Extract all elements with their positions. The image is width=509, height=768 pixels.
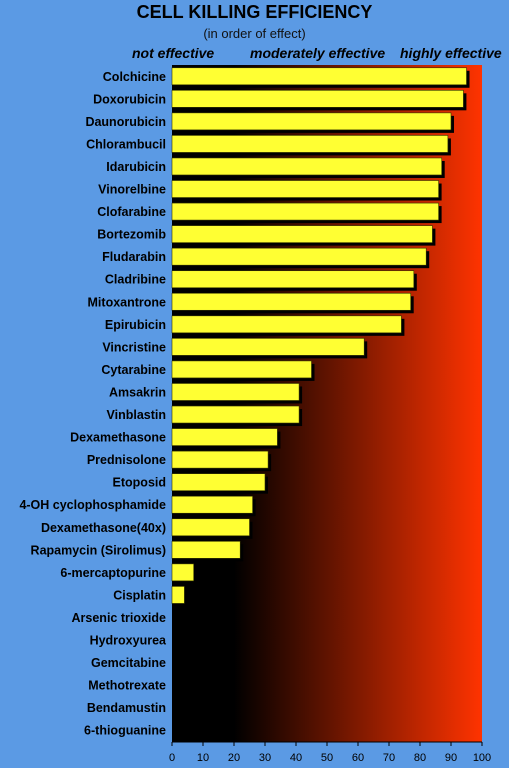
category-label: Mitoxantrone [88,295,167,309]
category-label: Gemcitabine [91,656,166,670]
bar [171,67,467,86]
x-tick-label: 10 [197,752,209,764]
bar [171,495,253,514]
category-label: 6-thioguanine [84,724,166,738]
category-label: Dexamethasone [70,431,166,445]
scale-label-moderately-effective: moderately effective [250,45,386,61]
bar [171,405,300,424]
category-label: Epirubicin [105,318,166,332]
scale-label-highly-effective: highly effective [400,45,502,61]
x-tick-label: 50 [321,752,333,764]
x-tick-label: 60 [352,752,364,764]
bar [171,180,439,198]
chart-subtitle: (in order of effect) [203,26,306,41]
x-tick-label: 80 [414,752,426,764]
category-label: Cisplatin [113,588,166,602]
category-labels: Colchicine Doxorubicin Daunorubicin Chloram… [19,70,167,738]
x-tick-label: 30 [259,752,271,764]
category-label: Prednisolone [87,453,166,467]
bar [171,450,269,469]
category-label: Colchicine [103,70,166,84]
x-tick-label: 20 [228,752,240,764]
category-label: Hydroxyurea [90,634,167,648]
bar [171,315,402,334]
bar [171,383,300,401]
category-label: Cladribine [105,273,166,287]
chart-title: CELL KILLING EFFICIENCY [136,2,373,22]
x-axis-ticks: 0 10 20 30 40 50 60 70 80 90 100 [169,741,491,764]
bars-layer [171,67,470,607]
bar [171,90,464,108]
category-label: Etoposid [113,476,166,490]
category-label: Dexamethasone(40x) [41,521,166,535]
bar [171,338,365,356]
bar [171,360,312,379]
x-tick-label: 100 [473,752,491,764]
category-label: Vincristine [102,340,166,354]
bar [171,518,250,537]
category-label: Arsenic trioxide [72,611,167,625]
category-label: Bortezomib [97,228,166,242]
category-label: Fludarabin [102,250,166,264]
bar [171,270,415,289]
x-tick-label: 40 [290,752,302,764]
bar [171,225,433,243]
category-label: Cytarabine [101,363,166,377]
category-label: Clofarabine [97,205,166,219]
scale-label-not-effective: not effective [132,45,215,61]
bar [171,112,452,131]
category-label: Chlorambucil [86,137,166,151]
category-label: Daunorubicin [85,115,166,129]
x-tick-label: 70 [383,752,395,764]
category-label: Vinorelbine [98,183,166,197]
category-label: Methotrexate [88,679,166,693]
category-label: Rapamycin (Sirolimus) [31,543,166,557]
bar [171,473,266,491]
bar [171,157,443,176]
bar [171,541,241,559]
bar [171,586,185,604]
category-label: Vinblastin [106,408,166,422]
category-label: 6-mercaptopurine [60,566,166,580]
category-label: Bendamustin [87,701,166,715]
x-tick-label: 0 [169,752,175,764]
bar [171,292,411,311]
category-label: Amsakrin [109,385,166,399]
category-label: Doxorubicin [93,92,166,106]
bar [171,428,278,446]
bar [171,135,449,153]
category-label: 4-OH cyclophosphamide [19,498,166,512]
bar [171,202,439,221]
bar [171,247,427,266]
category-label: Idarubicin [106,160,166,174]
bar [171,563,195,582]
x-tick-label: 90 [445,752,457,764]
